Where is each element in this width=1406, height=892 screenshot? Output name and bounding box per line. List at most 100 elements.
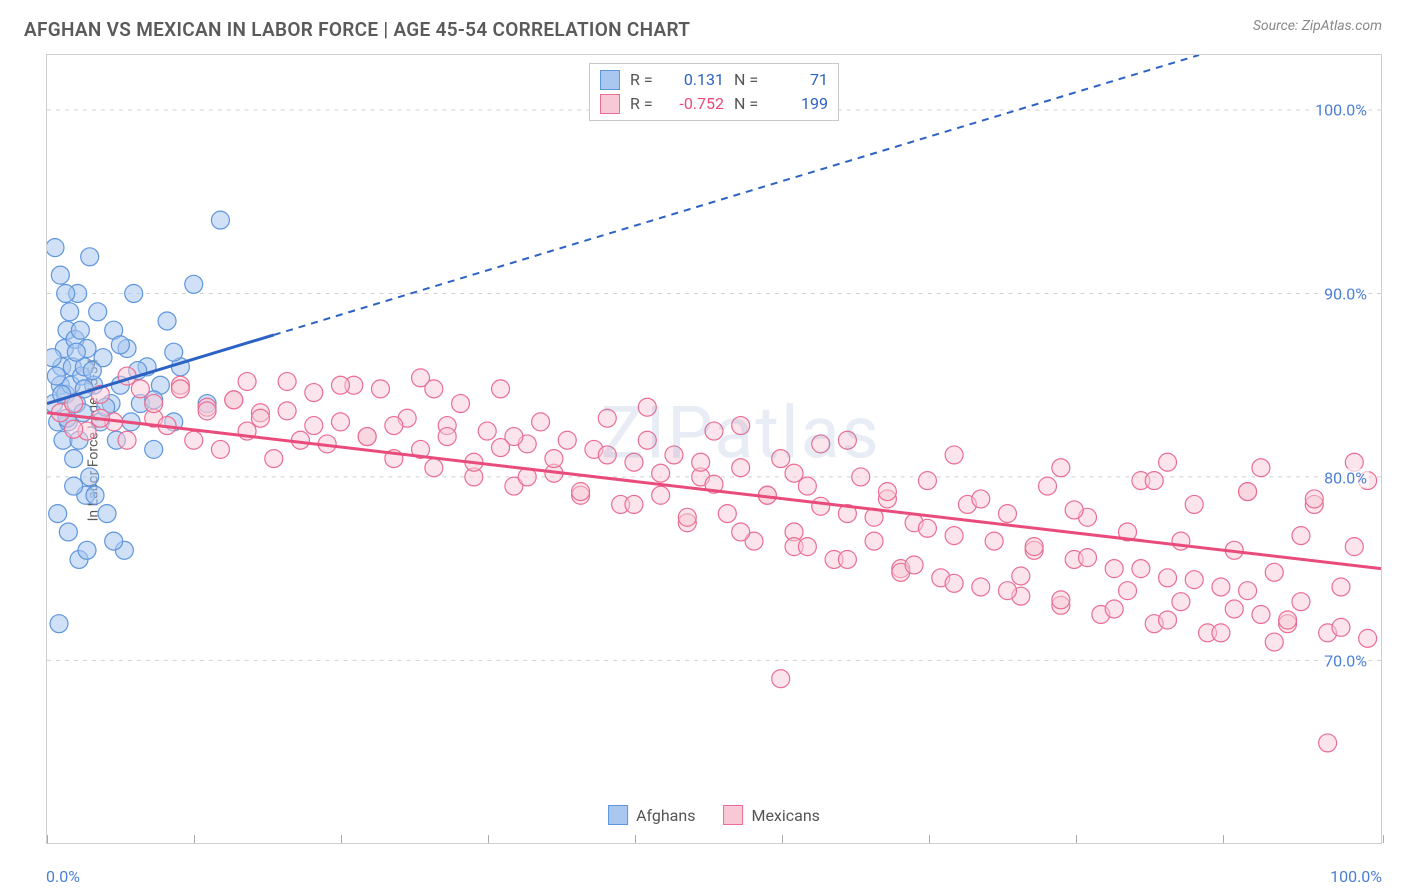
- data-point: [372, 380, 390, 398]
- data-point: [185, 431, 203, 449]
- data-point: [86, 486, 104, 504]
- chart-source: Source: ZipAtlas.com: [1253, 18, 1382, 34]
- data-point: [478, 422, 496, 440]
- data-point: [198, 402, 216, 420]
- data-point: [772, 670, 790, 688]
- data-point: [625, 495, 643, 513]
- data-point: [165, 343, 183, 361]
- data-point: [1305, 490, 1323, 508]
- data-point: [732, 417, 750, 435]
- chart-title: AFGHAN VS MEXICAN IN LABOR FORCE | AGE 4…: [24, 18, 690, 41]
- data-point: [785, 464, 803, 482]
- data-point: [385, 417, 403, 435]
- data-point: [1052, 591, 1070, 609]
- data-point: [51, 266, 69, 284]
- r-label: R =: [630, 68, 658, 92]
- y-tick-label: 100.0%: [1313, 101, 1369, 120]
- data-point: [111, 336, 129, 354]
- data-point: [1159, 569, 1177, 587]
- data-point: [558, 431, 576, 449]
- data-point: [278, 373, 296, 391]
- data-point: [1252, 459, 1270, 477]
- legend-label: Afghans: [636, 806, 695, 825]
- data-point: [985, 532, 1003, 550]
- data-point: [238, 373, 256, 391]
- data-point: [47, 349, 61, 367]
- legend-swatch: [723, 805, 743, 825]
- y-tick-label: 90.0%: [1322, 284, 1369, 303]
- r-value: 0.131: [668, 68, 724, 92]
- data-point: [625, 453, 643, 471]
- data-point: [838, 550, 856, 568]
- data-point: [1185, 495, 1203, 513]
- data-point: [838, 431, 856, 449]
- data-point: [1012, 567, 1030, 585]
- data-point: [251, 409, 269, 427]
- data-point: [1359, 629, 1377, 647]
- data-point: [998, 505, 1016, 523]
- data-point: [1159, 453, 1177, 471]
- data-point: [67, 343, 85, 361]
- data-point: [1145, 472, 1163, 490]
- data-point: [878, 483, 896, 501]
- x-tick: [1383, 835, 1384, 843]
- legend-item: Mexicans: [723, 805, 819, 825]
- r-value: -0.752: [668, 92, 724, 116]
- data-point: [732, 523, 750, 541]
- data-point: [1319, 734, 1337, 752]
- data-point: [145, 395, 163, 413]
- data-point: [59, 523, 77, 541]
- data-point: [61, 303, 79, 321]
- data-point: [918, 519, 936, 537]
- data-point: [652, 486, 670, 504]
- data-point: [652, 464, 670, 482]
- n-label: N =: [734, 68, 762, 92]
- data-point: [678, 508, 696, 526]
- data-point: [1292, 593, 1310, 611]
- data-point: [171, 380, 189, 398]
- data-point: [50, 615, 68, 633]
- data-point: [118, 431, 136, 449]
- x-tick: [341, 835, 342, 843]
- data-point: [798, 538, 816, 556]
- legend-swatch: [608, 805, 628, 825]
- data-point: [798, 477, 816, 495]
- data-point: [1105, 600, 1123, 618]
- data-point: [638, 431, 656, 449]
- x-tick: [782, 835, 783, 843]
- y-tick-label: 80.0%: [1322, 468, 1369, 487]
- n-value: 199: [772, 92, 828, 116]
- data-point: [81, 248, 99, 266]
- data-point: [998, 582, 1016, 600]
- data-point: [972, 490, 990, 508]
- data-point: [972, 578, 990, 596]
- x-tick: [194, 835, 195, 843]
- data-point: [71, 321, 89, 339]
- data-point: [1212, 624, 1230, 642]
- data-point: [1332, 578, 1350, 596]
- data-point: [692, 453, 710, 471]
- data-point: [812, 497, 830, 515]
- data-point: [305, 384, 323, 402]
- data-point: [945, 527, 963, 545]
- data-point: [918, 472, 936, 490]
- data-point: [278, 402, 296, 420]
- data-point: [47, 367, 65, 385]
- data-point: [1185, 571, 1203, 589]
- data-point: [1279, 611, 1297, 629]
- data-point: [425, 459, 443, 477]
- data-point: [865, 532, 883, 550]
- data-point: [1052, 459, 1070, 477]
- data-point: [852, 468, 870, 486]
- data-point: [425, 380, 443, 398]
- data-point: [945, 574, 963, 592]
- data-point: [105, 532, 123, 550]
- legend: Afghans Mexicans: [600, 803, 828, 827]
- data-point: [211, 440, 229, 458]
- data-point: [158, 312, 176, 330]
- x-tick-min: 0.0%: [46, 867, 80, 886]
- data-point: [638, 398, 656, 416]
- series-swatch: [600, 70, 620, 90]
- data-point: [89, 303, 107, 321]
- data-point: [1225, 600, 1243, 618]
